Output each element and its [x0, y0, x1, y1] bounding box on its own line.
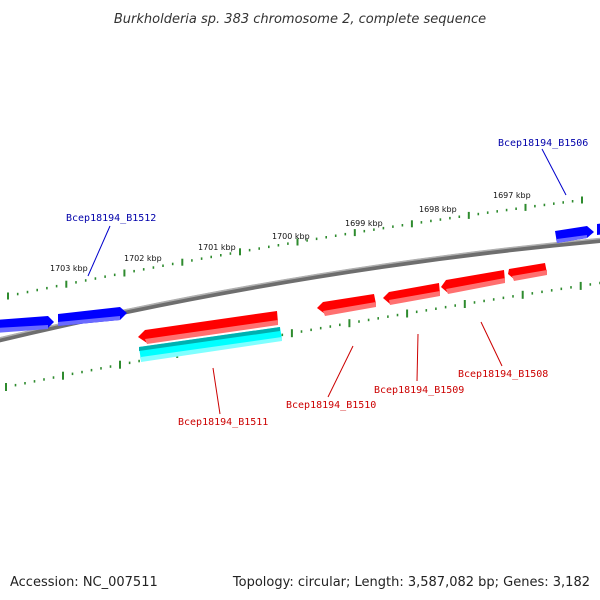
tick-label: 1701 kbp [198, 243, 236, 252]
chromosome-backbone [0, 237, 600, 343]
gene-label[interactable]: Bcep18194_B1509 [374, 385, 464, 396]
gene-label[interactable]: Bcep18194_B1511 [178, 417, 268, 428]
gene-feature-b1508[interactable] [508, 263, 547, 281]
genome-summary-text: Topology: circular; Length: 3,587,082 bp… [232, 575, 590, 590]
label-leaders [87, 148, 567, 415]
tick-labels: 1697 kbp 1698 kbp 1699 kbp 1700 kbp 1701… [50, 191, 531, 273]
gene-feature-b1511[interactable] [138, 311, 282, 362]
gene-label[interactable]: Bcep18194_B1506 [498, 138, 588, 149]
gene-feature-b1506[interactable] [555, 226, 594, 243]
tick-label: 1697 kbp [493, 191, 531, 200]
gene-feature-b1510[interactable] [317, 294, 376, 316]
tick-label: 1702 kbp [124, 254, 162, 263]
gene-labels: Bcep18194_B1506 Bcep18194_B1508 Bcep1819… [66, 138, 588, 428]
accession-text: Accession: NC_007511 [10, 575, 158, 590]
map-title: Burkholderia sp. 383 chromosome 2, compl… [114, 12, 486, 27]
gene-feature-b1512[interactable] [0, 316, 54, 333]
gene-label[interactable]: Bcep18194_B1508 [458, 369, 548, 380]
tick-label: 1703 kbp [50, 264, 88, 273]
gene-label[interactable]: Bcep18194_B1512 [66, 213, 156, 224]
chromosome-backbone-highlight [0, 237, 600, 339]
tick-label: 1700 kbp [272, 232, 310, 241]
gene-feature-b1508-b[interactable] [441, 270, 505, 294]
tick-label: 1699 kbp [345, 219, 383, 228]
gene-label[interactable]: Bcep18194_B1510 [286, 400, 376, 411]
gene-feature-b1509[interactable] [383, 283, 440, 305]
tick-track-outer [7, 196, 583, 300]
tick-label: 1698 kbp [419, 205, 457, 214]
gene-feature-edge[interactable] [597, 223, 600, 235]
gene-feature-b1512-b[interactable] [58, 307, 127, 326]
